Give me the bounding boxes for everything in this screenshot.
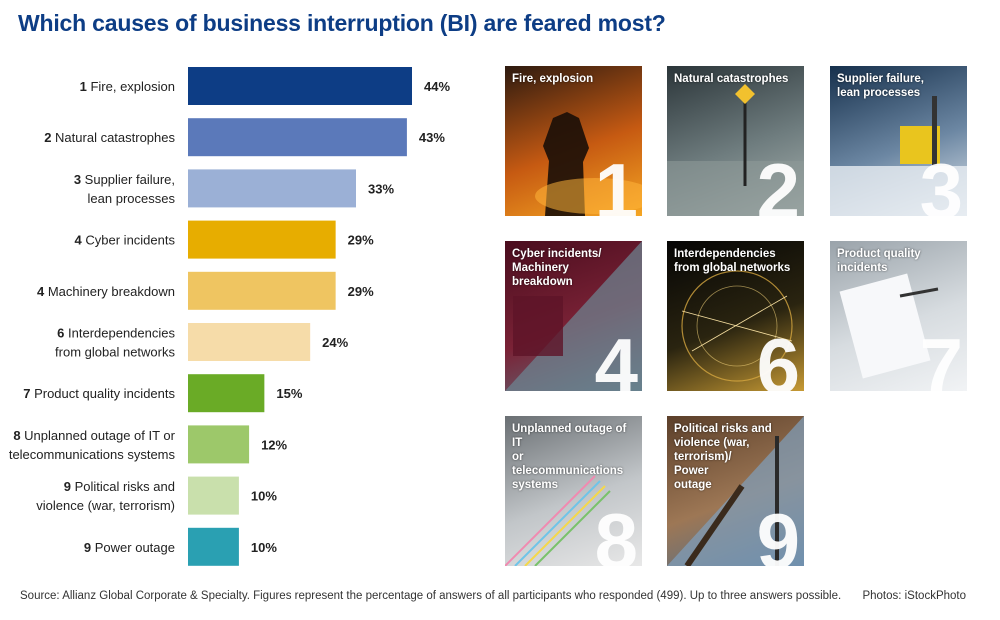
category-text: Product quality incidents (34, 386, 175, 401)
value-label: 12% (261, 437, 287, 452)
rank-number: 8 (594, 497, 638, 566)
category-text: Power outage (95, 540, 175, 555)
category-label: 2 Natural catastrophes (44, 130, 175, 145)
bar (188, 476, 239, 515)
category-label: 4 Machinery breakdown (37, 284, 175, 299)
photo-image (667, 416, 804, 566)
bar (188, 271, 336, 310)
bar (188, 323, 311, 361)
rank-number: 4 (594, 322, 638, 391)
rank-number: 2 (756, 147, 800, 216)
rank-number: 2 (44, 130, 55, 145)
rank-number: 1 (594, 147, 638, 216)
page-title: Which causes of business interruption (B… (18, 10, 666, 36)
category-text: Interdependencies (68, 326, 175, 341)
bar (188, 118, 407, 157)
category-label: 6 Interdependencies (57, 326, 175, 341)
bar (188, 527, 239, 566)
rank-number: 3 (919, 147, 963, 216)
category-text: Fire, explosion (90, 79, 175, 94)
bar-chart: 44% 1 Fire, explosion 43% 2 Natural catastr… (9, 67, 450, 566)
bar (188, 220, 336, 259)
photo-tile-2: Natural catastrophes 2 (667, 66, 804, 216)
category-label: 3 Supplier failure, (74, 172, 175, 187)
rank-number: 1 (80, 79, 91, 94)
photo-image (830, 96, 967, 216)
category-text: Cyber incidents (85, 233, 175, 248)
category-text: Political risks and (75, 479, 175, 494)
photo-tile-3: Supplier failure, lean processes 3 (830, 66, 967, 216)
category-text: Machinery breakdown (48, 284, 175, 299)
bar (188, 169, 356, 208)
photo-tile-9: Political risks and violence (war, terro… (667, 416, 804, 566)
photo-tile-grid: Fire, explosion 1 Natural catastrophes 2 Sup… (505, 66, 975, 571)
rank-number: 9 (756, 497, 800, 566)
rank-number: 6 (57, 326, 68, 341)
photo-image (505, 475, 611, 566)
value-label: 15% (276, 386, 302, 401)
rank-number: 4 (37, 284, 48, 299)
photo-caption: Natural catastrophes (674, 73, 789, 85)
category-text: telecommunications systems (9, 447, 176, 462)
rank-number: 7 (919, 322, 963, 391)
photo-caption: Interdependencies from global networks (674, 248, 791, 274)
photo-tile-7: Product quality incidents 7 (830, 241, 967, 391)
rank-number: 8 (13, 428, 24, 443)
rank-number: 9 (84, 540, 95, 555)
category-label: 9 Power outage (84, 540, 175, 555)
category-label: lean processes (88, 191, 176, 206)
photo-caption: Fire, explosion (512, 73, 594, 85)
category-label: 7 Product quality incidents (23, 386, 175, 401)
value-label: 29% (348, 233, 374, 248)
category-label: telecommunications systems (9, 447, 176, 462)
category-label: 8 Unplanned outage of IT or (13, 428, 175, 443)
photo-tile-4: Cyber incidents/ Machinery breakdown 4 (505, 241, 642, 391)
rank-number: 4 (75, 233, 86, 248)
photo-image (535, 112, 642, 216)
category-label: 4 Cyber incidents (75, 233, 176, 248)
value-label: 24% (322, 335, 348, 350)
bar (188, 425, 250, 464)
category-label: violence (war, terrorism) (36, 498, 175, 513)
category-text: Unplanned outage of IT or (24, 428, 175, 443)
category-text: from global networks (55, 345, 175, 360)
photo-caption: Unplanned outage of IT or telecommunicat… (512, 423, 627, 491)
value-label: 29% (348, 284, 374, 299)
category-text: Natural catastrophes (55, 130, 175, 145)
photo-caption: Cyber incidents/ Machinery breakdown (512, 248, 602, 288)
photo-credit: Photos: iStockPhoto (862, 590, 966, 602)
bar (188, 67, 412, 105)
rank-number: 3 (74, 172, 85, 187)
category-label: from global networks (55, 345, 175, 360)
value-label: 33% (368, 181, 394, 196)
rank-number: 7 (23, 386, 34, 401)
value-label: 43% (419, 130, 445, 145)
photo-caption: Political risks and violence (war, terro… (674, 423, 772, 491)
photo-caption: Product quality incidents (837, 248, 921, 274)
category-text: lean processes (88, 191, 176, 206)
photo-caption: Supplier failure, lean processes (837, 73, 924, 99)
category-text: Supplier failure, (85, 172, 175, 187)
value-label: 10% (251, 540, 277, 555)
category-label: 9 Political risks and (64, 479, 175, 494)
photo-tile-6: Interdependencies from global networks 6 (667, 241, 804, 391)
category-text: violence (war, terrorism) (36, 498, 175, 513)
value-label: 44% (424, 79, 450, 94)
photo-image (839, 273, 939, 379)
rank-number: 6 (756, 322, 800, 391)
photo-tile-8: Unplanned outage of IT or telecommunicat… (505, 416, 642, 566)
photo-tile-1: Fire, explosion 1 (505, 66, 642, 216)
category-label: 1 Fire, explosion (80, 79, 175, 94)
bar (188, 374, 265, 413)
photo-image (667, 84, 804, 216)
photo-image (681, 270, 793, 382)
photo-image (505, 241, 642, 391)
value-label: 10% (251, 489, 277, 504)
rank-number: 9 (64, 479, 75, 494)
source-note: Source: Allianz Global Corporate & Speci… (20, 590, 842, 602)
